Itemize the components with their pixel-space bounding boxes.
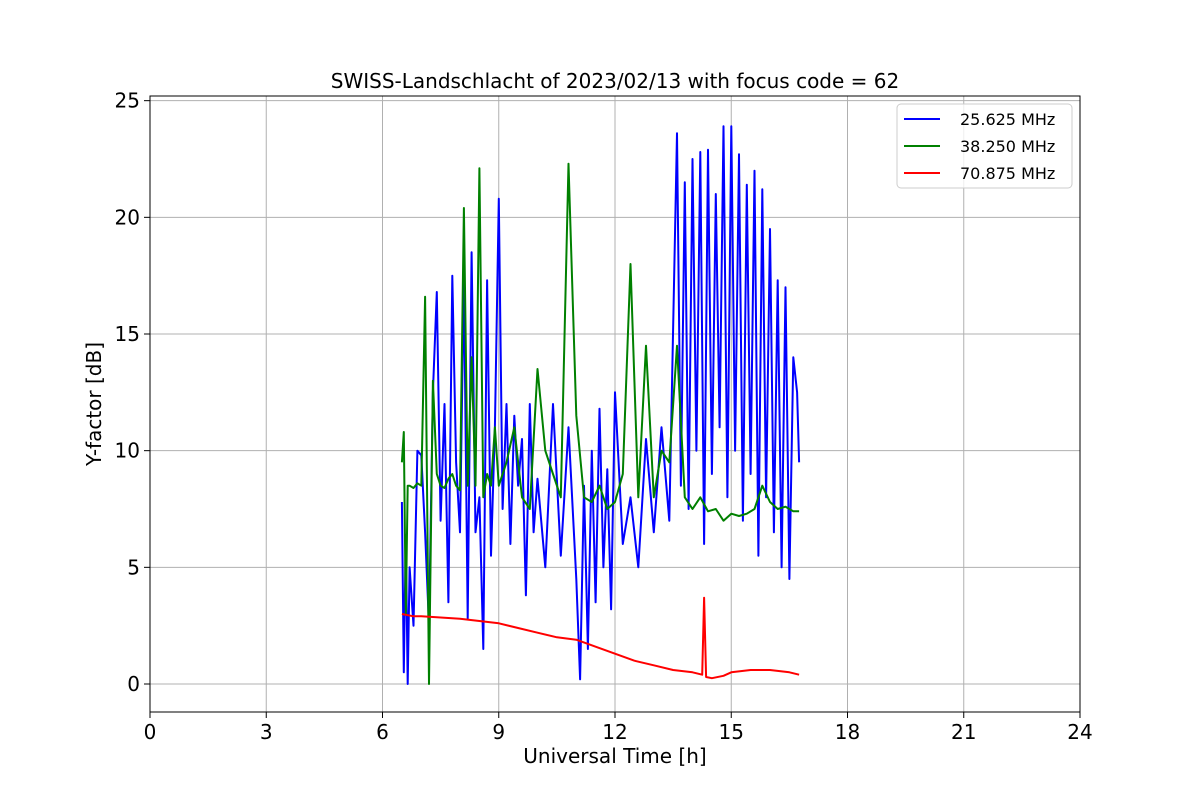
y-tick-label: 10 <box>115 439 140 463</box>
x-tick-label: 24 <box>1067 720 1092 744</box>
x-tick-label: 3 <box>260 720 273 744</box>
y-tick-label: 0 <box>127 672 140 696</box>
x-tick-label: 18 <box>835 720 860 744</box>
chart-title: SWISS-Landschlacht of 2023/02/13 with fo… <box>331 69 899 93</box>
x-tick-label: 9 <box>492 720 505 744</box>
y-tick-label: 15 <box>115 322 140 346</box>
y-axis-ticks: 0 5 10 15 20 25 <box>115 89 150 696</box>
x-tick-label: 21 <box>951 720 976 744</box>
y-tick-label: 20 <box>115 205 140 229</box>
x-tick-label: 6 <box>376 720 389 744</box>
y-axis-label: Y-factor [dB] <box>82 342 106 467</box>
legend-label-1: 25.625 MHz <box>960 110 1055 129</box>
series-line-2 <box>400 162 800 685</box>
series-line-1 <box>400 125 801 685</box>
x-axis-label: Universal Time [h] <box>523 744 706 768</box>
y-tick-label: 25 <box>115 89 140 113</box>
legend-label-2: 38.250 MHz <box>960 137 1055 156</box>
legend-label-3: 70.875 MHz <box>960 164 1055 183</box>
legend-box <box>896 103 1073 189</box>
series-layer <box>400 125 801 685</box>
x-tick-label: 15 <box>719 720 744 744</box>
x-tick-label: 12 <box>602 720 627 744</box>
y-tick-label: 5 <box>127 555 140 579</box>
series-line-3 <box>401 596 800 680</box>
legend: 25.625 MHz 38.250 MHz 70.875 MHz <box>896 103 1073 189</box>
x-tick-label: 0 <box>144 720 157 744</box>
x-axis-ticks: 0 3 6 9 12 15 18 21 24 <box>144 712 1093 744</box>
